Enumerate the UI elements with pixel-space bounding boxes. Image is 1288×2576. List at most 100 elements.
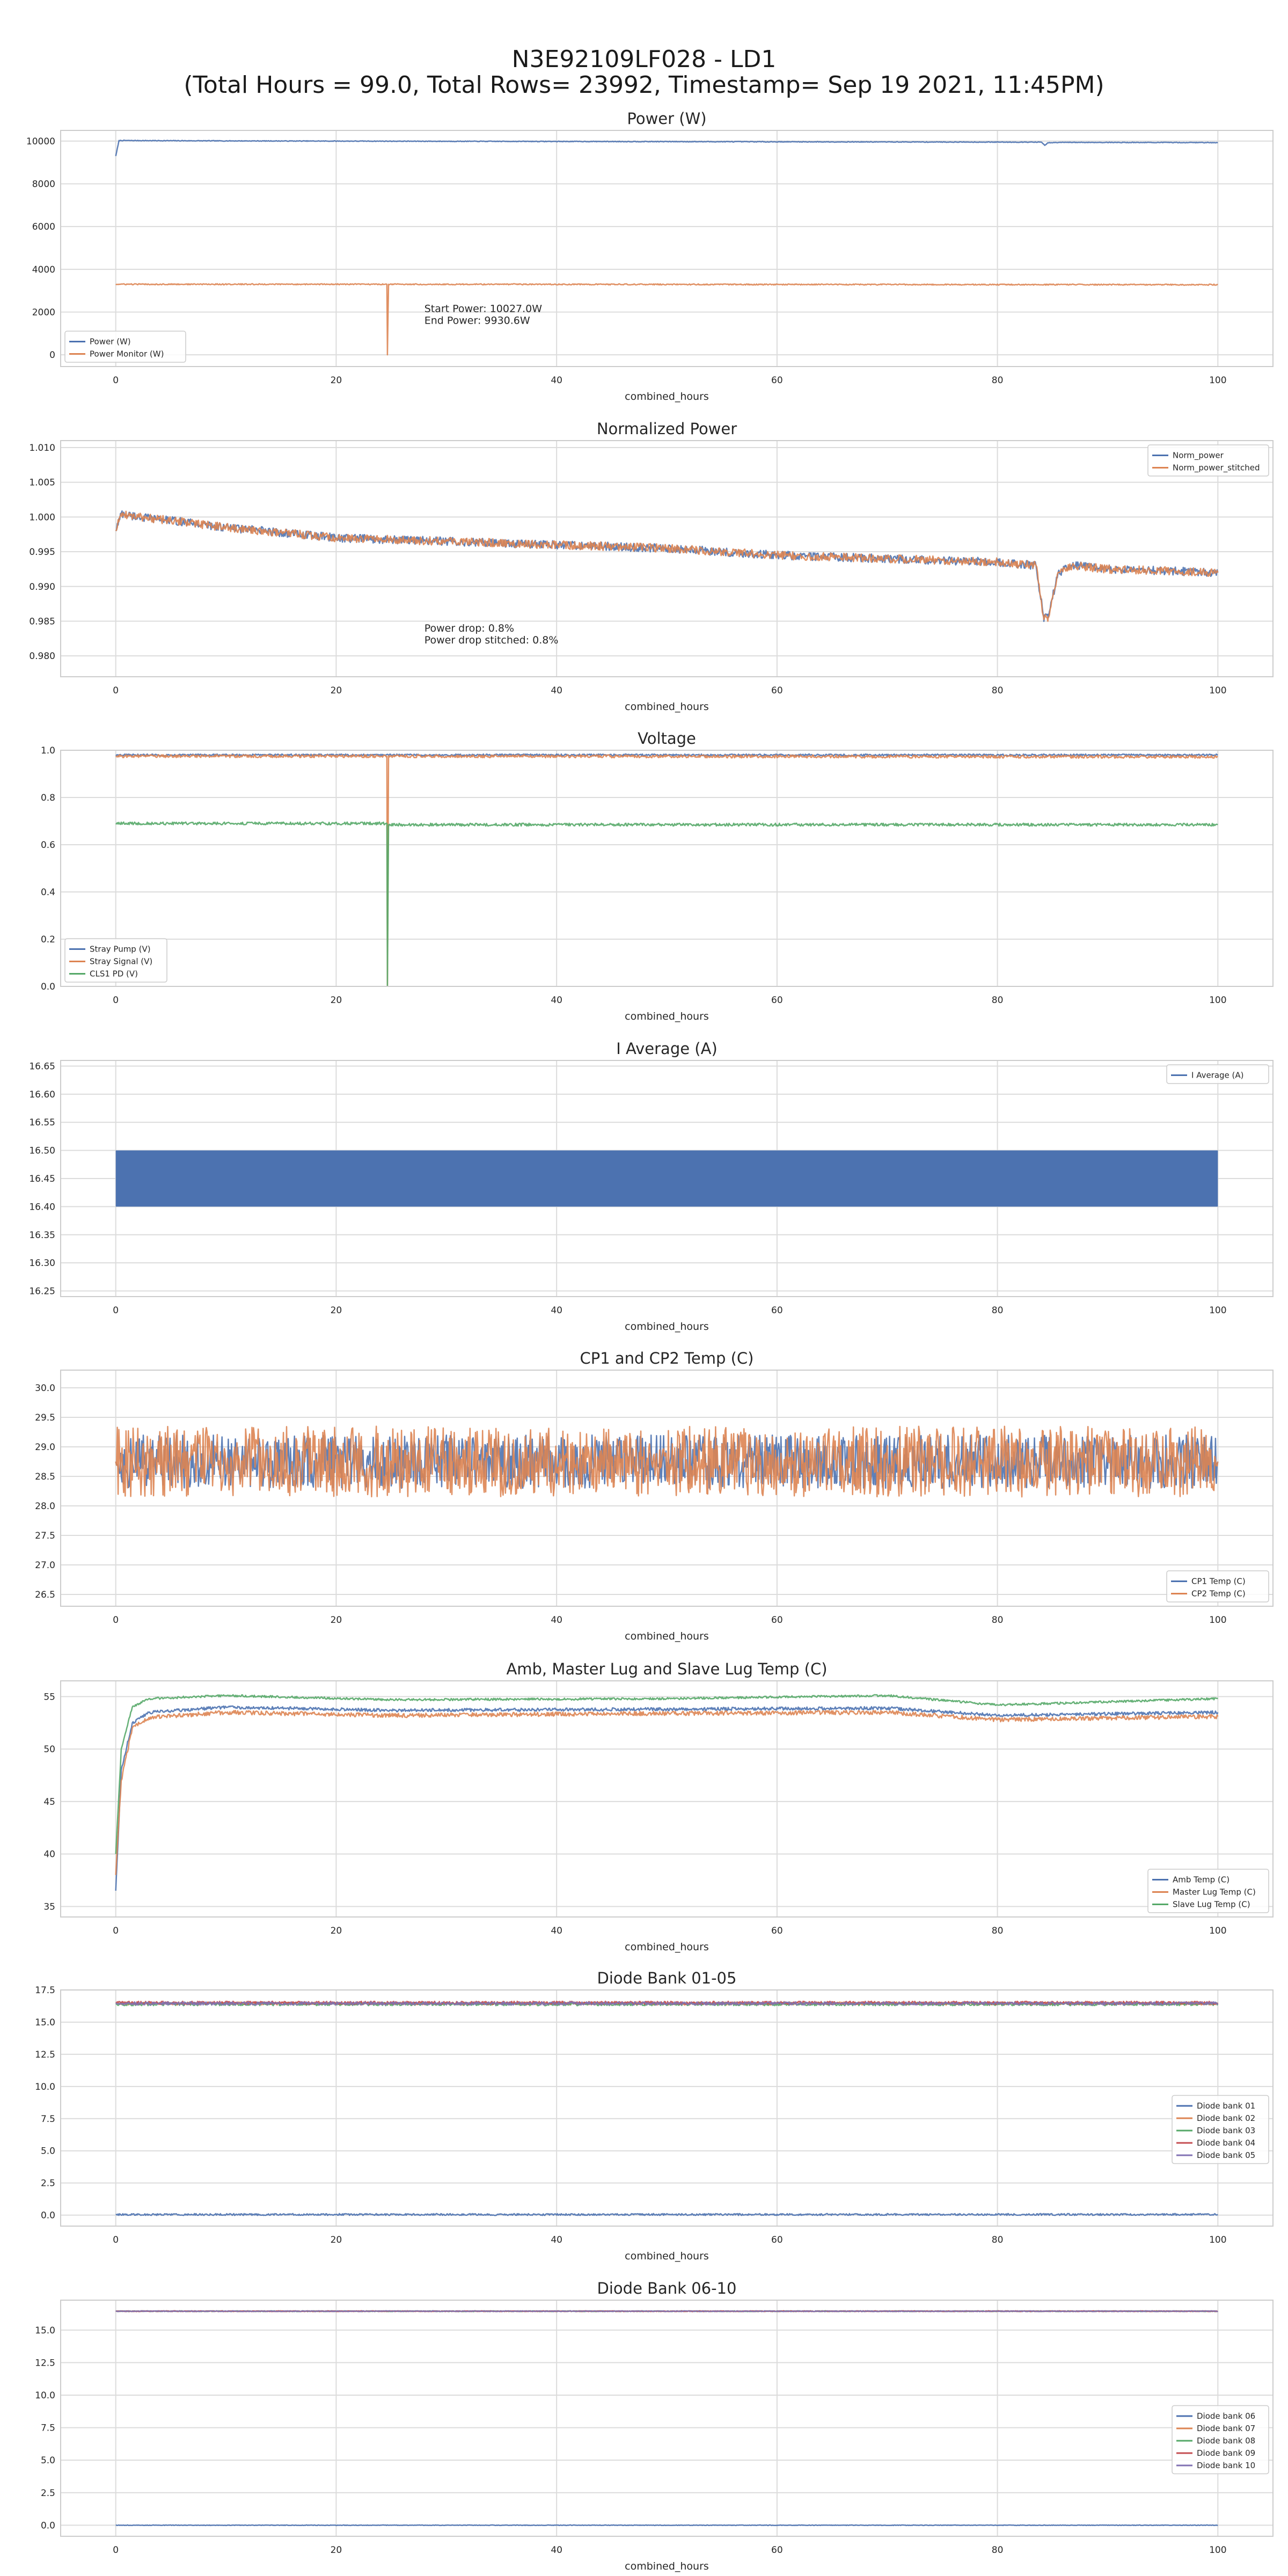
y-tick-label: 16.30 bbox=[29, 1258, 55, 1269]
y-tick-label: 27.0 bbox=[35, 1560, 55, 1571]
legend: Diode bank 01 Diode bank 02 Diode bank 03 D… bbox=[1172, 2095, 1269, 2164]
y-tick-label: 12.5 bbox=[35, 2358, 55, 2368]
x-tick-label: 40 bbox=[551, 375, 562, 386]
legend: I Average (A) bbox=[1166, 1064, 1269, 1084]
series-line-2 bbox=[115, 1425, 1219, 1498]
y-tick-label: 55 bbox=[43, 1692, 55, 1702]
plot-area bbox=[115, 1694, 1219, 1891]
chart-3: Voltage 0 20 40 60 80 100 0.0 0.2 0.4 0.6 0.8 1.0 com… bbox=[41, 729, 1274, 1022]
chart-6: Amb, Master Lug and Slave Lug Temp (C) 0 2… bbox=[43, 1660, 1274, 1953]
plot-area bbox=[115, 140, 1218, 356]
x-tick-label: 60 bbox=[771, 685, 783, 696]
x-tick-label: 100 bbox=[1209, 1305, 1226, 1316]
x-tick-label: 40 bbox=[551, 995, 562, 1006]
x-tick-label: 20 bbox=[331, 1615, 342, 1626]
y-tick-label: 16.55 bbox=[29, 1117, 55, 1128]
x-tick-label: 40 bbox=[551, 1926, 562, 1936]
legend-label-2: Diode bank 02 bbox=[1197, 2113, 1255, 2123]
x-tick-label: 40 bbox=[551, 685, 562, 696]
x-axis-label: combined_hours bbox=[625, 1630, 709, 1642]
legend-label-1: Stray Pump (V) bbox=[90, 945, 151, 954]
y-tick-label: 17.5 bbox=[35, 1985, 55, 1996]
legend-label-4: Diode bank 04 bbox=[1197, 2138, 1255, 2148]
x-axis-label: combined_hours bbox=[625, 1011, 709, 1022]
chart-8: Diode Bank 06-10 0 20 40 60 80 100 0.0 2.5 5.0 7.5… bbox=[35, 2279, 1274, 2572]
chart-title: Power (W) bbox=[627, 109, 706, 128]
series-line-2 bbox=[115, 754, 1218, 986]
x-tick-label: 20 bbox=[331, 2235, 342, 2245]
y-tick-label: 4000 bbox=[32, 265, 55, 275]
plot-area bbox=[115, 2310, 1218, 2527]
legend-box bbox=[64, 938, 167, 983]
x-tick-label: 20 bbox=[331, 1926, 342, 1936]
y-tick-label: 10.0 bbox=[35, 2390, 55, 2401]
y-tick-label: 26.5 bbox=[35, 1590, 55, 1600]
x-tick-label: 60 bbox=[771, 995, 783, 1006]
legend-label-2: Norm_power_stitched bbox=[1173, 463, 1260, 473]
x-tick-label: 60 bbox=[771, 2545, 783, 2556]
x-tick-label: 60 bbox=[771, 1615, 783, 1626]
x-axis-label: combined_hours bbox=[625, 2560, 709, 2572]
legend: Diode bank 06 Diode bank 07 Diode bank 08 D… bbox=[1172, 2405, 1269, 2475]
series-line-1 bbox=[115, 2213, 1218, 2216]
legend-label-2: Master Lug Temp (C) bbox=[1173, 1887, 1256, 1897]
y-tick-label: 16.50 bbox=[29, 1146, 55, 1157]
x-tick-label: 0 bbox=[113, 2545, 119, 2556]
chart-title: Diode Bank 06-10 bbox=[597, 2279, 737, 2297]
legend-label-1: CP1 Temp (C) bbox=[1191, 1577, 1246, 1586]
y-tick-label: 1.005 bbox=[29, 478, 55, 488]
x-axis-label: combined_hours bbox=[625, 391, 709, 402]
y-tick-label: 0.995 bbox=[29, 547, 55, 558]
x-axis-label: combined_hours bbox=[625, 1941, 709, 1953]
axes-frame bbox=[60, 440, 1274, 677]
x-tick-label: 0 bbox=[113, 1926, 119, 1936]
chart-title: Amb, Master Lug and Slave Lug Temp (C) bbox=[506, 1660, 827, 1678]
chart-4: I Average (A) 0 20 40 60 80 100 16.25 16.30 16.35… bbox=[29, 1040, 1274, 1333]
y-tick-label: 16.60 bbox=[29, 1089, 55, 1100]
x-tick-label: 60 bbox=[771, 375, 783, 386]
axes-frame bbox=[60, 1989, 1274, 2227]
legend-box bbox=[1172, 2405, 1269, 2475]
x-tick-label: 20 bbox=[331, 2545, 342, 2556]
y-tick-label: 1.0 bbox=[41, 745, 55, 756]
y-tick-label: 0.2 bbox=[41, 934, 55, 945]
x-tick-label: 0 bbox=[113, 2235, 119, 2245]
axes-frame bbox=[60, 130, 1274, 367]
y-tick-label: 0.4 bbox=[41, 887, 55, 898]
x-tick-label: 0 bbox=[113, 1615, 119, 1626]
legend-label-1: Diode bank 06 bbox=[1197, 2411, 1255, 2421]
y-tick-label: 16.65 bbox=[29, 1061, 55, 1072]
x-tick-label: 0 bbox=[113, 375, 119, 386]
y-tick-label: 6000 bbox=[32, 222, 55, 232]
y-tick-label: 50 bbox=[43, 1744, 55, 1755]
chart-2: Normalized Power 0 20 40 60 80 100 0.980 0.985 0.… bbox=[29, 420, 1274, 713]
legend-label-1: I Average (A) bbox=[1191, 1071, 1244, 1080]
x-tick-label: 80 bbox=[992, 1926, 1004, 1936]
plot-area bbox=[115, 510, 1219, 623]
plot-area bbox=[115, 2000, 1219, 2216]
y-tick-label: 0.0 bbox=[41, 982, 55, 992]
x-tick-label: 100 bbox=[1209, 375, 1226, 386]
x-tick-label: 60 bbox=[771, 2235, 783, 2245]
y-tick-label: 40 bbox=[43, 1849, 55, 1860]
legend-label-1: Norm_power bbox=[1173, 451, 1224, 461]
y-tick-label: 35 bbox=[43, 1901, 55, 1912]
legend-label-1: Amb Temp (C) bbox=[1173, 1875, 1230, 1885]
series-line-1 bbox=[115, 753, 1218, 757]
legend-box bbox=[1147, 444, 1269, 477]
y-tick-label: 2.5 bbox=[41, 2488, 55, 2499]
plot-area bbox=[115, 753, 1218, 986]
x-tick-label: 20 bbox=[331, 685, 342, 696]
y-tick-label: 15.0 bbox=[35, 2325, 55, 2336]
chart-1: Power (W) 0 20 40 60 80 100 0 2000 4000 6000 8000 10… bbox=[26, 109, 1274, 402]
axes-frame bbox=[60, 1680, 1274, 1918]
y-tick-label: 0.0 bbox=[41, 2211, 55, 2221]
x-tick-label: 0 bbox=[113, 995, 119, 1006]
legend: CP1 Temp (C) CP2 Temp (C) bbox=[1166, 1570, 1269, 1602]
series-line-1 bbox=[115, 510, 1219, 623]
y-tick-label: 28.0 bbox=[35, 1501, 55, 1512]
legend-label-1: Power (W) bbox=[90, 337, 131, 347]
y-tick-label: 0.0 bbox=[41, 2520, 55, 2531]
